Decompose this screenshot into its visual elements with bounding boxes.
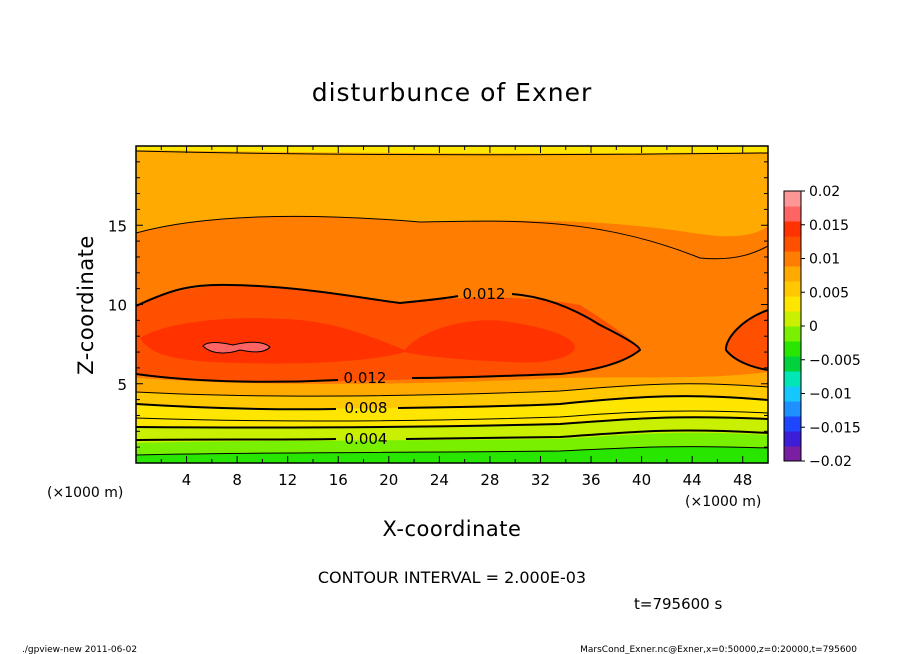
colorbar-swatch [784,296,801,312]
colorbar-swatch [784,431,801,447]
contour-line [136,215,768,260]
colorbar-swatch [784,266,801,282]
band-top [136,146,768,154]
contour-line [136,438,337,441]
contour-line [136,446,768,456]
contour-interval: CONTOUR INTERVAL = 2.000E-03 [318,568,586,587]
colorbar-swatch [784,401,801,417]
contour-line [411,293,642,379]
footer-left: ./gpview-new 2011-06-02 [22,645,137,654]
colorbar-swatch [784,206,801,222]
colorbar-swatch [784,446,801,462]
colorbar-swatch [784,341,801,357]
colorbar-tick-label: 0.01 [809,252,840,268]
x-tick-label: 16 [329,471,348,489]
colorbar-tick-label: −0.015 [809,420,861,436]
colorbar-tick-label: −0.02 [809,454,852,470]
colorbar-swatch [784,371,801,387]
x-tick-label: 12 [278,471,297,489]
band-8 [140,318,575,364]
y-axis-label: Z-coordinate [74,235,98,375]
x-tick-label: 40 [632,471,651,489]
contour-line [405,429,768,440]
contour-line [136,416,768,429]
contour-line [136,150,768,156]
x-tick-label: 36 [581,471,600,489]
contour-label: 0.004 [345,430,388,448]
colorbar-swatch [784,326,801,342]
band-7-right [725,310,768,370]
contour-label: 0.008 [345,399,388,417]
contour-label: 0.012 [344,369,387,387]
contour-line [136,373,339,383]
contour-lines [136,150,768,456]
x-tick-label: 8 [232,471,242,489]
x-tick-label: 28 [480,471,499,489]
colorbar-tick-label: 0.015 [809,218,849,234]
x-tick-label: 48 [733,471,752,489]
colorbar-tick-label: −0.005 [809,353,861,369]
contour-line [724,309,768,371]
x-unit-left: (×1000 m) [47,485,123,501]
y-tick-label: 10 [108,297,127,315]
colorbar-tick-label: 0 [809,319,818,335]
x-tick-label: 4 [182,471,192,489]
colorbar-swatch [784,386,801,402]
colorbar-swatch [784,221,801,237]
colorbar-swatch [784,356,801,372]
band-9 [202,341,271,354]
colorbar-swatch [784,311,801,327]
contour-line [397,395,768,409]
colorbar-tick-label: 0.005 [809,285,849,301]
colorbar-swatch [784,251,801,267]
colorbar-swatch [784,416,801,432]
x-axis-label: X-coordinate [383,517,522,541]
colorbar-tick-label: −0.01 [809,387,852,403]
x-tick-label: 24 [430,471,449,489]
colorbar-swatch [784,191,801,207]
contour-fill [136,146,768,463]
contour-label: 0.012 [463,285,506,303]
chart-title: disturbunce of Exner [312,78,593,107]
y-axis: 5 10 15 [108,161,768,448]
x-axis: 4 8 12 16 20 24 28 32 36 40 44 48 [160,146,769,489]
contour-line [136,283,459,307]
y-tick-label: 15 [108,217,127,235]
colorbar-ticks: 0.02 0.015 0.01 0.005 0 −0.005 −0.01 −0.015 −0.0… [801,184,861,470]
colorbar-tick-label: 0.02 [809,184,840,200]
x-unit-right: (×1000 m) [685,494,761,510]
colorbar-swatch [784,281,801,297]
time-label: t=795600 s [634,595,722,613]
colorbar-swatch [784,236,801,252]
y-tick-label: 5 [117,376,127,394]
x-tick-label: 20 [379,471,398,489]
footer-right: MarsCond_Exner.nc@Exner,x=0:50000,z=0:20… [580,645,857,654]
contour-labels: 0.012 0.012 0.008 0.004 [344,285,506,448]
contour-line [136,383,768,397]
contour-line [136,410,768,422]
x-tick-label: 32 [531,471,550,489]
x-tick-label: 44 [683,471,702,489]
colorbar [784,191,801,462]
contour-line [136,403,337,411]
